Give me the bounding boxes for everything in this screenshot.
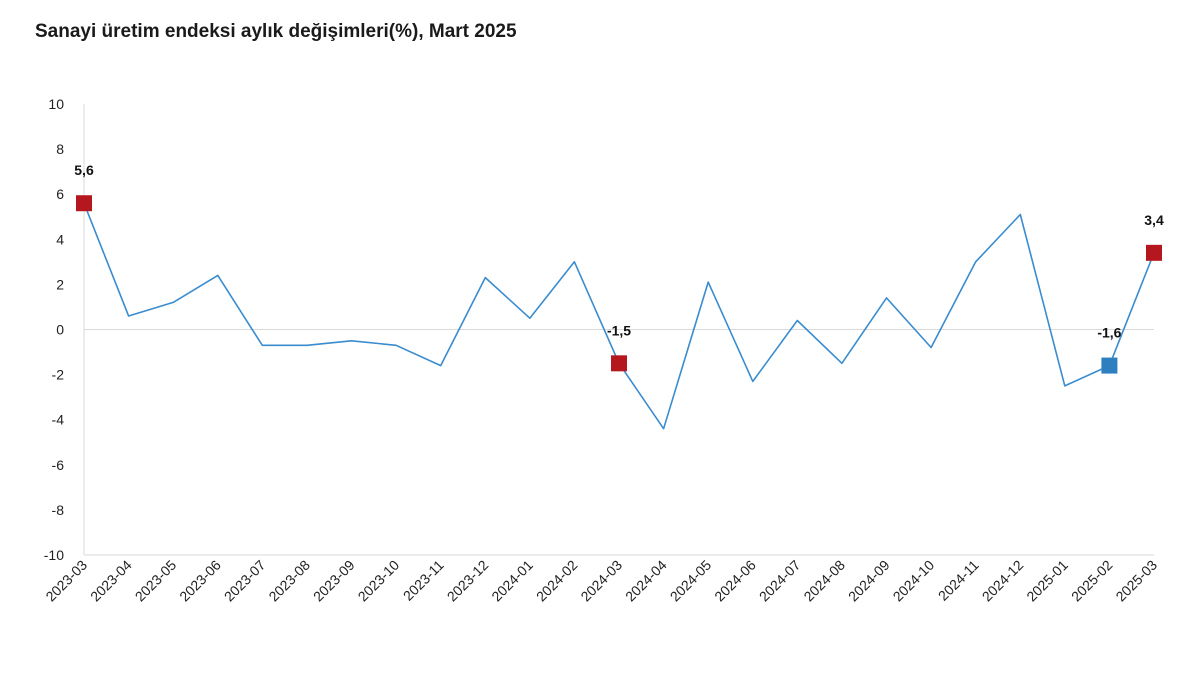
y-tick-label: 10 [48, 96, 64, 112]
series-line [83, 202, 1155, 430]
x-tick-label: 2024-01 [488, 557, 536, 605]
x-tick-label: 2024-02 [533, 557, 581, 605]
x-tick-label: 2024-04 [622, 557, 670, 605]
data-point-marker [1101, 357, 1118, 374]
y-tick-label: 4 [56, 231, 64, 247]
x-tick-label: 2024-05 [667, 557, 715, 605]
x-tick-label: 2025-03 [1112, 557, 1160, 605]
data-point-marker [611, 355, 627, 372]
y-tick-label: -4 [52, 412, 65, 428]
y-tick-label: 6 [56, 186, 64, 202]
x-tick-label: 2023-08 [265, 557, 313, 605]
x-tick-label: 2024-09 [845, 557, 893, 605]
data-point-marker [76, 195, 92, 212]
chart-title: Sanayi üretim endeksi aylık değişimleri(… [35, 21, 517, 42]
x-tick-label: 2023-03 [42, 557, 90, 605]
x-tick-label: 2024-10 [890, 557, 938, 605]
y-axis-ticks: 10 8 6 4 2 0 -2 -4 -6 -8 -10 [44, 96, 64, 563]
x-tick-label: 2025-01 [1023, 557, 1071, 605]
x-tick-label: 2023-10 [355, 557, 403, 605]
x-tick-label: 2023-09 [310, 557, 358, 605]
y-tick-label: -2 [52, 367, 65, 383]
chart-axes [83, 104, 1154, 556]
series-layer [83, 202, 1155, 430]
y-tick-label: -6 [52, 457, 65, 473]
x-tick-label: 2025-02 [1068, 557, 1116, 605]
data-label: 3,4 [1144, 212, 1164, 228]
x-tick-label: 2023-11 [400, 557, 447, 604]
x-tick-label: 2023-12 [444, 557, 492, 605]
x-tick-label: 2024-11 [935, 557, 982, 604]
y-tick-label: 2 [56, 276, 64, 292]
x-tick-label: 2023-05 [132, 557, 180, 605]
y-tick-label: -8 [52, 502, 65, 518]
x-tick-label: 2024-08 [800, 557, 848, 605]
x-tick-label: 2024-06 [711, 557, 759, 605]
markers-layer: 5,6 -1,5 -1,6 3,4 [74, 162, 1164, 374]
x-tick-label: 2024-07 [756, 557, 804, 605]
y-tick-label: 8 [56, 141, 64, 157]
x-tick-label: 2023-07 [221, 557, 269, 605]
y-tick-label: -10 [44, 547, 64, 563]
y-tick-label: 0 [56, 322, 64, 338]
x-axis-ticks: 2023-032023-042023-052023-062023-072023-… [42, 557, 1160, 605]
data-label: -1,5 [607, 322, 631, 338]
x-tick-label: 2024-12 [979, 557, 1027, 605]
data-label: 5,6 [74, 162, 94, 178]
x-tick-label: 2024-03 [577, 557, 625, 605]
data-label: -1,6 [1097, 325, 1121, 341]
x-tick-label: 2023-04 [87, 557, 135, 605]
data-point-marker [1146, 244, 1162, 261]
x-tick-label: 2023-06 [176, 557, 224, 605]
